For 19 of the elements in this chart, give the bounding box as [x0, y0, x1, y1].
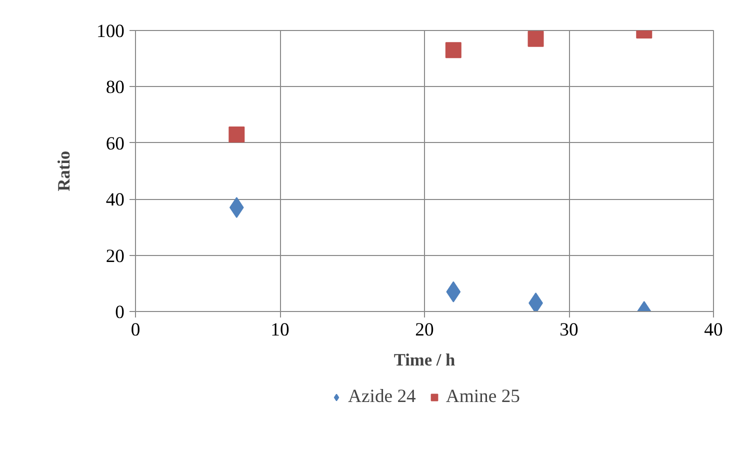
- y-tick-label: 40: [106, 190, 124, 211]
- x-tick-label: 20: [415, 320, 434, 340]
- y-tick-label: 100: [96, 21, 124, 42]
- legend-label: Azide 24: [348, 386, 416, 408]
- x-tick-label: 0: [130, 320, 140, 340]
- x-tick-label: 10: [270, 320, 290, 340]
- y-tick-label: 80: [106, 77, 124, 98]
- point: [228, 126, 245, 142]
- y-tick-label: 20: [106, 246, 124, 267]
- point: [528, 292, 543, 312]
- point: [445, 42, 462, 58]
- legend-label: Amine 25: [446, 386, 520, 408]
- y-axis-title: Ratio: [54, 150, 74, 192]
- point: [528, 30, 544, 47]
- y-tick-label: 60: [106, 133, 124, 154]
- x-axis-title: Time / h: [394, 350, 456, 370]
- x-tick-label: 30: [560, 320, 578, 340]
- y-tick-label: 0: [115, 302, 124, 323]
- x-tick-label: 40: [704, 320, 723, 340]
